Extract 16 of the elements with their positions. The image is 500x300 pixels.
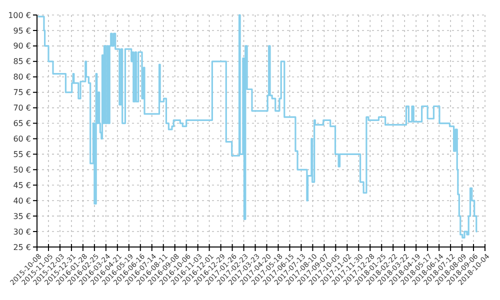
y-tick-label: 30 € [13,227,31,236]
y-tick-label: 55 € [13,150,31,159]
y-tick-label: 85 € [13,57,31,66]
y-tick-label: 40 € [13,196,31,206]
y-tick-label: 25 € [13,242,31,252]
y-tick-label: 60 € [13,134,31,144]
y-tick-label: 50 € [13,165,31,174]
y-tick-label: 65 € [13,119,31,128]
y-tick-label: 95 € [13,26,31,36]
y-tick-label: 70 € [13,104,31,113]
y-tick-label: 35 € [13,212,31,221]
y-tick-label: 45 € [13,180,31,190]
y-tick-label: 80 € [13,72,31,82]
y-tick-label: 90 € [13,42,31,51]
y-tick-label: 100 € [8,10,31,20]
y-tick-label: 75 € [13,88,31,98]
